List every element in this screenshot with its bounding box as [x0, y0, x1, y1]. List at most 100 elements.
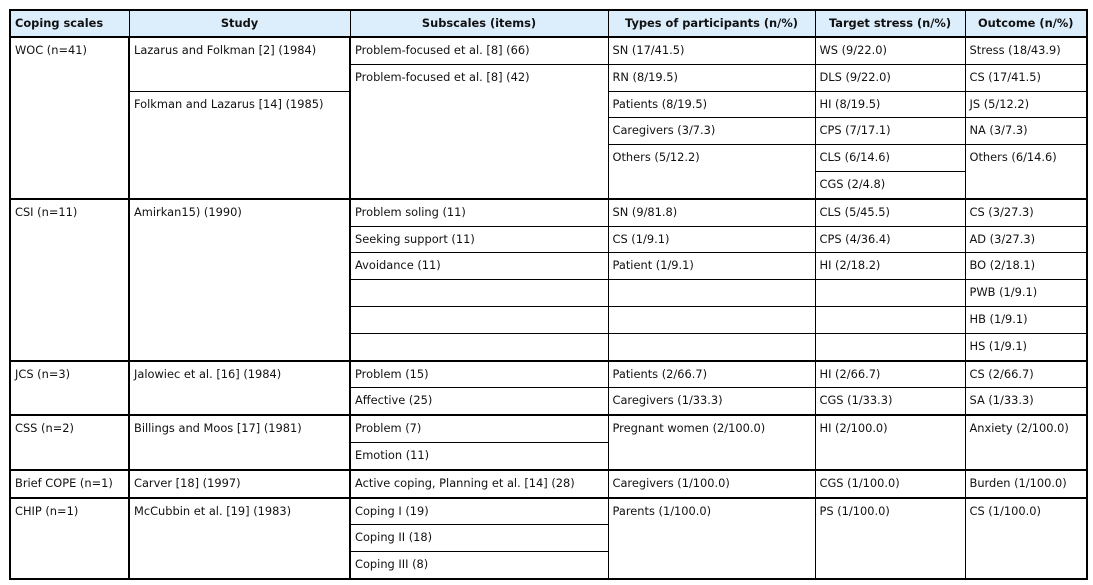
- cell-subscales: Affective (25): [349, 387, 609, 416]
- header-coping-scales: Coping scales: [9, 9, 130, 38]
- cell-outcome: CS (2/66.7): [964, 359, 1088, 389]
- cell-participants: Caregivers (1/33.3): [607, 387, 816, 416]
- table-row: CGS (2/4.8): [10, 170, 1087, 200]
- cell-participants: RN (8/19.5): [607, 63, 816, 92]
- cell-subscales: Coping II (18): [349, 524, 609, 553]
- table-row: HS (1/9.1): [10, 332, 1088, 362]
- cell-subscales: Coping I (19): [349, 496, 609, 526]
- cell-outcome: CS (1/100.0): [964, 496, 1088, 580]
- table-row: Problem-focused et al. [8] (42) RN (8/19.…: [10, 63, 1088, 200]
- cell-subscales: Problem soling (11): [349, 197, 609, 227]
- cell-participants: Pregnant women (2/100.0): [607, 414, 816, 471]
- cell-participants: [607, 279, 816, 307]
- table-row: Seeking support (11) CS (1/9.1) CPS (4/36.…: [10, 225, 1088, 254]
- cell-study: Folkman and Lazarus [14] (1985): [128, 90, 351, 200]
- cell-subscales: [349, 279, 609, 307]
- table-row: CSI (n=11) Amirkan15) (1990) Problem solin…: [9, 197, 1088, 362]
- cell-outcome: PWB (1/9.1): [964, 279, 1088, 307]
- cell-study: Amirkan15) (1990): [128, 197, 351, 362]
- cell-scale: CSS (n=2): [9, 414, 130, 471]
- cell-participants: Patient (1/9.1): [607, 252, 816, 281]
- cell-participants: Parents (1/100.0): [607, 496, 816, 580]
- header-row: Coping scales Study Subscales (items) Ty…: [9, 9, 1088, 38]
- cell-subscales: Problem (15): [349, 359, 609, 389]
- cell-target: [814, 279, 966, 307]
- cell-participants: SN (9/81.8): [607, 197, 816, 227]
- cell-subscales: [349, 305, 609, 334]
- cell-participants: SN (17/41.5): [607, 35, 816, 65]
- cell-study: Billings and Moos [17] (1981): [128, 414, 351, 471]
- cell-participants: Patients (8/19.5): [607, 90, 816, 119]
- cell-target: PS (1/100.0): [814, 496, 966, 580]
- cell-subscales: Problem-focused et al. [8] (66): [349, 35, 609, 65]
- table-row: Brief COPE (n=1) Carver [18] (1997) Active…: [9, 468, 1088, 499]
- cell-target: CLS (6/14.6): [814, 144, 966, 172]
- table-row: CSS (n=2) Billings and Moos [17] (1981) Pr…: [9, 414, 1088, 471]
- table-row: JCS (n=3) Jalowiec et al. [16] (1984) Prob…: [9, 359, 1088, 416]
- cell-subscales: Problem (7): [349, 414, 609, 443]
- cell-target: CGS (1/33.3): [814, 387, 966, 416]
- cell-outcome: CS (17/41.5): [964, 63, 1088, 92]
- cell-scale: Brief COPE (n=1): [9, 468, 130, 499]
- table-row: Coping III (8): [10, 551, 1087, 580]
- cell-study: McCubbin et al. [19] (1983): [128, 496, 351, 580]
- cell-outcome: Burden (1/100.0): [964, 468, 1088, 499]
- cell-target: HI (2/66.7): [814, 359, 966, 389]
- cell-target: WS (9/22.0): [814, 35, 966, 65]
- cell-outcome: Anxiety (2/100.0): [964, 414, 1088, 471]
- cell-target: CGS (2/4.8): [814, 170, 966, 200]
- cell-outcome: BO (2/18.1): [964, 252, 1088, 281]
- cell-outcome: SA (1/33.3): [964, 387, 1088, 416]
- cell-study: Jalowiec et al. [16] (1984): [128, 359, 351, 416]
- table-row: Caregivers (3/7.3) CPS (7/17.1) NA (3/7.3): [10, 117, 1088, 146]
- cell-subscales: Seeking support (11): [349, 225, 609, 254]
- cell-scale: CSI (n=11): [9, 197, 130, 362]
- cell-target: HI (2/18.2): [814, 252, 966, 281]
- cell-subscales: Emotion (11): [349, 441, 609, 471]
- cell-target: CPS (7/17.1): [814, 117, 966, 146]
- header-outcome: Outcome (n/%): [964, 9, 1088, 38]
- cell-target: [814, 305, 966, 334]
- cell-subscales: Coping III (8): [349, 551, 609, 580]
- cell-target: [814, 332, 966, 362]
- header-subscales: Subscales (items): [349, 9, 609, 38]
- cell-outcome: Others (6/14.6): [964, 144, 1088, 200]
- table-row: Folkman and Lazarus [14] (1985) Patients …: [10, 90, 1088, 200]
- cell-participants: Others (5/12.2): [607, 144, 816, 200]
- cell-target: CGS (1/100.0): [814, 468, 966, 499]
- cell-target: CLS (5/45.5): [814, 197, 966, 227]
- cell-target: HI (8/19.5): [814, 90, 966, 119]
- cell-participants: [607, 305, 816, 334]
- cell-participants: CS (1/9.1): [607, 225, 816, 254]
- cell-scale: JCS (n=3): [9, 359, 130, 416]
- table-row: CHIP (n=1) McCubbin et al. [19] (1983) Cop…: [9, 496, 1088, 580]
- table-row: PWB (1/9.1): [10, 279, 1088, 307]
- table-row: Avoidance (11) Patient (1/9.1) HI (2/18.2)…: [10, 252, 1088, 281]
- coping-scales-table: Coping scales Study Subscales (items) Ty…: [9, 9, 1088, 580]
- table-row: Others (5/12.2) CLS (6/14.6) Others (6/14.…: [10, 144, 1088, 200]
- cell-subscales: Problem-focused et al. [8] (42): [349, 63, 609, 200]
- cell-participants: [607, 332, 816, 362]
- cell-participants: Patients (2/66.7): [607, 359, 816, 389]
- cell-outcome: Stress (18/43.9): [964, 35, 1088, 65]
- cell-outcome: AD (3/27.3): [964, 225, 1088, 254]
- cell-target: HI (2/100.0): [814, 414, 966, 471]
- cell-scale: CHIP (n=1): [9, 496, 130, 580]
- table-body: WOC (n=41) Lazarus and Folkman [2] (1984)…: [9, 35, 1088, 580]
- cell-outcome: HS (1/9.1): [964, 332, 1088, 362]
- cell-outcome: NA (3/7.3): [964, 117, 1088, 146]
- cell-outcome: CS (3/27.3): [964, 197, 1088, 227]
- cell-outcome: JS (5/12.2): [964, 90, 1088, 119]
- cell-participants: Caregivers (1/100.0): [607, 468, 816, 499]
- table-row: WOC (n=41) Lazarus and Folkman [2] (1984)…: [9, 35, 1088, 200]
- cell-study: Carver [18] (1997): [128, 468, 351, 499]
- cell-participants: Caregivers (3/7.3): [607, 117, 816, 146]
- cell-target: CPS (4/36.4): [814, 225, 966, 254]
- header-study: Study: [128, 9, 351, 38]
- cell-outcome: HB (1/9.1): [964, 305, 1088, 334]
- header-target-stress: Target stress (n/%): [814, 9, 966, 38]
- header-participants: Types of participants (n/%): [607, 9, 816, 38]
- cell-subscales: [349, 332, 609, 362]
- cell-subscales: Active coping, Planning et al. [14] (28): [349, 468, 609, 499]
- cell-subscales: Avoidance (11): [349, 252, 609, 281]
